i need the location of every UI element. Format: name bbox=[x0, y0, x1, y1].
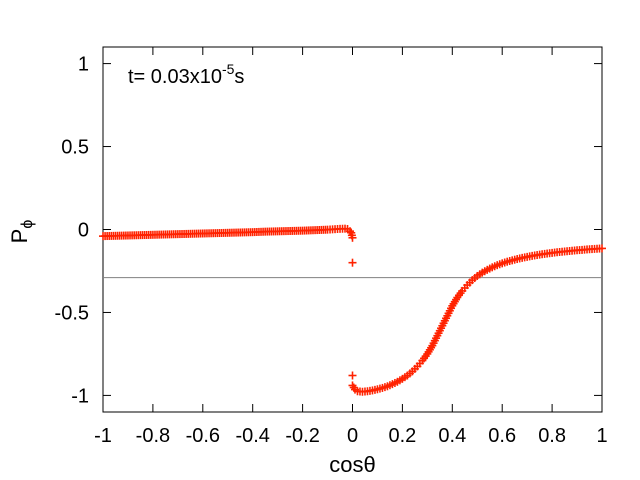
x-tick-label: -0.8 bbox=[136, 425, 170, 447]
y-axis-label-main: P bbox=[7, 229, 32, 244]
y-tick-label: 0.5 bbox=[61, 137, 89, 159]
data-marker bbox=[348, 371, 357, 380]
time-annotation: t= 0.03x10-5s bbox=[128, 61, 244, 88]
y-tick-label: -1 bbox=[71, 385, 89, 407]
data-markers bbox=[99, 224, 606, 396]
plot-frame bbox=[102, 46, 603, 413]
x-tick-label: -0.6 bbox=[186, 425, 220, 447]
y-tick-label: 1 bbox=[78, 54, 89, 76]
y-tick-label: 0 bbox=[78, 220, 89, 242]
x-tick-label: -0.2 bbox=[285, 425, 319, 447]
axis-ticks bbox=[102, 47, 603, 412]
data-marker bbox=[598, 244, 606, 253]
axis-tick-labels: -1 -0.8 -0.6 -0.4 -0.2 0 0.2 0.4 0.6 0.8 1 -1 -0.5 0 0… bbox=[55, 54, 608, 447]
x-tick-label: 0.8 bbox=[538, 425, 566, 447]
x-tick-label: 0.2 bbox=[388, 425, 416, 447]
data-marker bbox=[346, 227, 355, 236]
x-tick-label: -1 bbox=[94, 425, 112, 447]
time-annotation-suffix: s bbox=[234, 66, 244, 88]
x-tick-label: -0.4 bbox=[235, 425, 269, 447]
y-tick-label: -0.5 bbox=[55, 302, 89, 324]
x-axis-label: cosθ bbox=[329, 452, 375, 477]
y-axis-label: Pϕ bbox=[7, 220, 36, 244]
x-tick-label: 1 bbox=[596, 425, 607, 447]
x-tick-label: 0.4 bbox=[438, 425, 466, 447]
data-marker bbox=[348, 233, 357, 242]
time-annotation-prefix: t= 0.03x10 bbox=[128, 66, 222, 88]
data-marker bbox=[348, 258, 357, 267]
x-tick-label: 0.6 bbox=[488, 425, 516, 447]
y-axis-label-sub: ϕ bbox=[19, 220, 36, 229]
x-tick-label: 0 bbox=[347, 425, 358, 447]
time-annotation-exponent: -5 bbox=[222, 61, 235, 77]
